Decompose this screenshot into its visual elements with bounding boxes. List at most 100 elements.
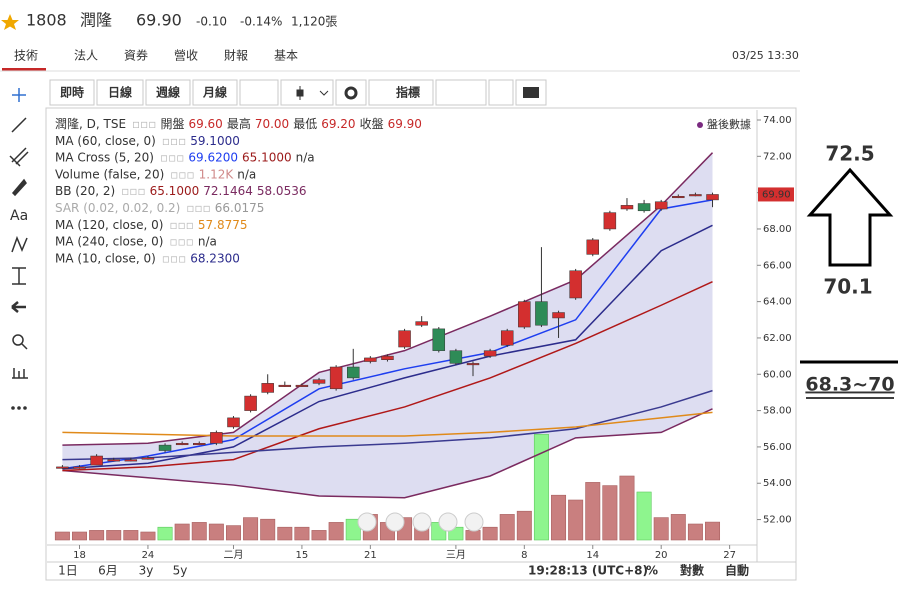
measure-icon[interactable] <box>12 267 26 285</box>
magnet-icon[interactable] <box>12 368 28 379</box>
button-frame[interactable] <box>96 79 144 106</box>
legend-value: 1.12K <box>199 167 235 181</box>
candle-body <box>483 350 497 357</box>
volume-bar <box>243 517 259 541</box>
chart-type-button[interactable] <box>280 79 334 106</box>
y-tick-label: 74.00 <box>763 115 792 126</box>
tab[interactable]: 法人 <box>74 49 98 63</box>
legend-item: 潤隆, D, TSE ▫▫▫ 開盤 69.60 最高 70.00 最低 69.20 收盤 69.9… <box>55 116 422 131</box>
volume-bar <box>174 523 190 541</box>
change: -0.10 <box>196 15 227 29</box>
scale-button[interactable] <box>239 79 279 106</box>
support-price: 70.1 <box>823 275 872 299</box>
scale-option[interactable]: % <box>646 564 658 578</box>
volume-bar <box>89 530 105 541</box>
candle-body <box>672 196 685 199</box>
volume-bar <box>260 518 276 541</box>
candle-body <box>175 443 189 446</box>
tab[interactable]: 基本 <box>274 49 298 63</box>
settings-button[interactable] <box>335 79 367 106</box>
toolbar-label[interactable]: 日線 <box>108 85 132 100</box>
tab[interactable]: 營收 <box>174 49 198 63</box>
candle-body <box>278 384 292 387</box>
crosshair-icon[interactable] <box>12 88 26 102</box>
candle-body <box>637 203 651 212</box>
pattern-icon[interactable] <box>11 235 28 253</box>
volume-bar <box>140 531 156 541</box>
more-icon[interactable] <box>11 406 27 410</box>
legend-icons: ▫▫▫ <box>160 150 184 164</box>
volume-bar <box>653 517 669 541</box>
range-button[interactable]: 5y <box>173 564 188 578</box>
candle-body <box>73 466 86 469</box>
y-tick-label: 68.00 <box>763 224 792 235</box>
legend-icons: ▫▫▫ <box>162 251 186 265</box>
candle-body <box>312 379 326 384</box>
range-button[interactable]: 1日 <box>58 564 78 578</box>
active-tab-underline <box>2 68 46 71</box>
nav-button[interactable] <box>464 512 484 532</box>
legend-value: 70.00 <box>255 117 289 131</box>
tab[interactable]: 資券 <box>124 48 148 63</box>
back-icon[interactable] <box>11 301 26 313</box>
button-frame[interactable] <box>368 79 434 106</box>
range-label: 68.3~70 <box>805 374 894 396</box>
volume-bar <box>499 514 515 541</box>
candle-body <box>689 194 702 197</box>
nav-button[interactable] <box>412 512 432 532</box>
volume-bar <box>345 518 361 541</box>
candle-body <box>449 350 463 364</box>
volume-bar <box>191 522 207 541</box>
volume-bar <box>225 525 241 541</box>
legend-icons: ▫▫▫ <box>169 234 193 248</box>
nav-button[interactable] <box>357 512 377 532</box>
range-button[interactable]: 6月 <box>98 564 118 578</box>
text-tool[interactable]: Aa <box>10 208 28 224</box>
candle-body <box>90 455 103 466</box>
x-tick-label: 18 <box>73 550 86 561</box>
scale-option[interactable]: 自動 <box>725 563 749 578</box>
indicator-line <box>62 152 714 446</box>
legend-value: 69.6200 <box>188 150 238 164</box>
legend-icons: ▫▫▫ <box>162 133 186 147</box>
volume-bar <box>72 531 87 541</box>
candle-body <box>620 205 634 210</box>
candle-body <box>603 212 617 230</box>
legend-value: 59.1000 <box>190 133 240 147</box>
undo-redo[interactable] <box>435 79 487 106</box>
legend-value: 最低 <box>293 117 317 131</box>
candle-body <box>210 432 223 444</box>
line-tool-icon[interactable] <box>11 117 27 133</box>
candle-body <box>415 321 428 326</box>
toolbar-label[interactable]: 週線 <box>156 85 180 100</box>
legend-value: n/a <box>237 167 256 181</box>
button-frame[interactable] <box>192 79 238 106</box>
legend-value: 最高 <box>227 116 251 131</box>
volume-bar <box>636 491 652 541</box>
tab[interactable]: 財報 <box>224 48 248 63</box>
toolbar-label[interactable]: 即時 <box>60 85 84 100</box>
volume-bar <box>328 522 344 541</box>
y-tick-label: 52.00 <box>763 515 792 526</box>
toolbar-label[interactable]: 指標 <box>396 85 420 100</box>
nav-button[interactable] <box>438 512 458 532</box>
fullscreen-button[interactable] <box>488 79 514 106</box>
legend-label: MA (60, close, 0) <box>55 133 156 147</box>
fib-tool-icon[interactable] <box>9 147 29 167</box>
toolbar-label[interactable]: 月線 <box>202 85 227 100</box>
star-icon[interactable] <box>1 14 19 30</box>
button-frame[interactable] <box>49 79 95 106</box>
range-button[interactable]: 3y <box>139 564 154 578</box>
nav-button[interactable] <box>385 512 405 532</box>
candle-body <box>398 330 411 348</box>
price: 69.90 <box>136 11 182 30</box>
volume-bar <box>619 475 635 541</box>
legend-icons: ▫▫▫ <box>170 167 194 181</box>
zoom-icon[interactable] <box>12 334 24 346</box>
brush-icon[interactable] <box>11 178 27 197</box>
button-frame[interactable] <box>145 79 191 106</box>
y-tick-label: 72.00 <box>763 151 792 162</box>
scale-option[interactable]: 對數 <box>680 563 704 578</box>
tab[interactable]: 技術 <box>14 49 38 63</box>
x-tick-label: 三月 <box>446 549 466 561</box>
